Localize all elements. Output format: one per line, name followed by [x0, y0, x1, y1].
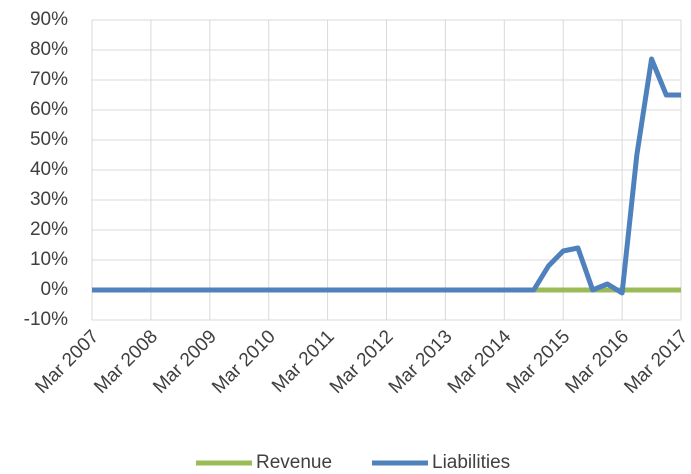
y-tick-label: 80%	[30, 39, 68, 60]
x-tick-label: Mar 2015	[503, 326, 575, 398]
x-tick-label: Mar 2009	[149, 326, 221, 398]
x-tick-label: Mar 2007	[31, 326, 103, 398]
y-tick-label: 0%	[41, 279, 69, 300]
legend-label: Revenue	[256, 452, 332, 473]
x-tick-label: Mar 2017	[620, 326, 691, 398]
y-tick-label: 60%	[30, 99, 68, 120]
legend-label: Liabilities	[432, 452, 510, 473]
x-tick-label: Mar 2010	[208, 326, 280, 398]
y-tick-label: 90%	[30, 9, 68, 30]
x-tick-label: Mar 2008	[90, 326, 162, 398]
y-tick-label: 30%	[30, 189, 68, 210]
x-tick-label: Mar 2014	[444, 326, 516, 398]
x-tick-label: Mar 2013	[385, 326, 457, 398]
y-tick-label: 10%	[30, 249, 68, 270]
x-tick-label: Mar 2012	[326, 326, 398, 398]
y-tick-label: 40%	[30, 159, 68, 180]
y-tick-label: -10%	[24, 309, 68, 330]
x-tick-label: Mar 2016	[562, 326, 634, 398]
y-tick-label: 50%	[30, 129, 68, 150]
y-tick-label: 70%	[30, 69, 68, 90]
y-tick-label: 20%	[30, 219, 68, 240]
line-series	[92, 56, 681, 296]
